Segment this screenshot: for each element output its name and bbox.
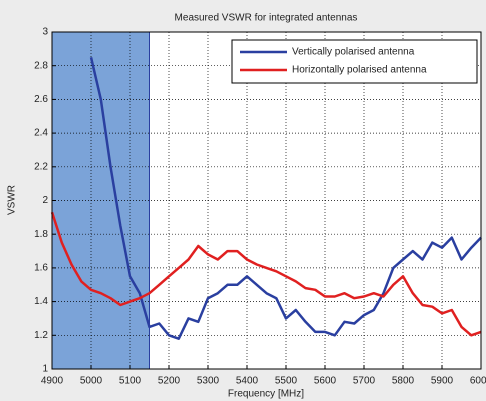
x-tick-label: 5000: [80, 376, 103, 387]
y-tick-label: 2.8: [34, 60, 48, 71]
x-tick-label: 5500: [275, 376, 298, 387]
plot-frame: [51, 31, 482, 370]
x-tick-label: 5700: [353, 376, 376, 387]
x-tick-label: 5900: [431, 376, 454, 387]
x-tick-label: 5800: [392, 376, 415, 387]
y-tick-label: 1.4: [34, 296, 48, 307]
x-tick-label: 5200: [158, 376, 181, 387]
series-line: [50, 211, 482, 337]
chart-title: Measured VSWR for integrated antennas: [175, 13, 358, 24]
y-tick-label: 1.6: [34, 263, 48, 274]
x-tick-label: 5400: [236, 376, 259, 387]
y-tick-label: 2.2: [34, 161, 48, 172]
x-tick-label: 5300: [197, 376, 220, 387]
x-tick-label: 6000: [470, 376, 486, 387]
series-line: [89, 57, 482, 340]
y-tick-label: 1: [42, 364, 48, 375]
y-tick-label: 1.2: [34, 330, 48, 341]
y-tick-label: 2.4: [34, 128, 48, 139]
y-tick-label: 3: [42, 27, 48, 38]
legend-box: [231, 39, 478, 84]
y-tick-label: 2: [42, 195, 48, 206]
x-tick-label: 4900: [41, 376, 64, 387]
y-tick-label: 1.8: [34, 229, 48, 240]
legend-label: Vertically polarised antenna: [292, 47, 415, 58]
x-axis-label: Frequency [MHz]: [228, 389, 304, 400]
x-tick-label: 5600: [314, 376, 337, 387]
x-tick-label: 5100: [119, 376, 142, 387]
y-tick-label: 2.6: [34, 94, 48, 105]
y-axis-label: VSWR: [7, 185, 18, 215]
legend-label: Horizontally polarised antenna: [292, 65, 427, 76]
